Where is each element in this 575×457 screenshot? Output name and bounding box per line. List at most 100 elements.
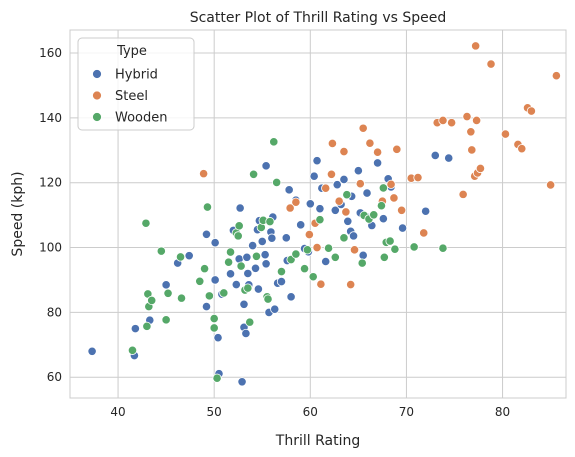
data-point-steel	[546, 180, 556, 190]
tick-labels: 40 50 60 70 80 60 80 100 120 140 160	[39, 46, 510, 419]
data-point-wooden	[299, 264, 310, 274]
data-point-hybrid	[286, 292, 296, 302]
x-tick-label: 70	[399, 405, 414, 419]
data-point-steel	[199, 169, 209, 179]
data-point-hybrid	[239, 299, 249, 309]
data-point-steel	[321, 183, 331, 193]
data-point-wooden	[224, 257, 234, 267]
data-point-hybrid	[276, 277, 287, 287]
chart-title: Scatter Plot of Thrill Rating vs Speed	[190, 10, 447, 26]
data-point-hybrid	[231, 279, 241, 290]
y-tick-label: 160	[39, 46, 62, 60]
y-tick-label: 120	[39, 176, 62, 190]
data-point-wooden	[390, 244, 400, 254]
data-point-hybrid	[353, 166, 363, 176]
data-point-wooden	[276, 266, 287, 277]
data-point-hybrid	[235, 203, 245, 213]
data-point-hybrid	[267, 233, 277, 243]
data-point-steel	[475, 163, 486, 174]
data-point-hybrid	[261, 161, 271, 171]
data-point-wooden	[369, 210, 379, 220]
legend-label-steel: Steel	[115, 89, 148, 104]
data-point-steel	[365, 138, 375, 148]
x-tick-label: 60	[303, 405, 318, 419]
data-point-hybrid	[210, 275, 220, 285]
data-point-wooden	[204, 291, 214, 301]
data-point-steel	[334, 196, 344, 206]
data-point-wooden	[212, 373, 222, 383]
data-point-hybrid	[343, 216, 353, 226]
data-point-hybrid	[315, 204, 325, 214]
data-point-hybrid	[201, 301, 212, 312]
data-point-steel	[392, 144, 402, 154]
data-point-steel	[312, 242, 322, 253]
data-point-hybrid	[253, 284, 264, 294]
data-point-hybrid	[213, 333, 223, 343]
data-point-hybrid	[210, 238, 220, 248]
data-point-wooden	[379, 252, 389, 262]
data-point-steel	[291, 197, 301, 207]
data-point-wooden	[385, 236, 395, 246]
data-point-hybrid	[281, 233, 291, 243]
data-point-hybrid	[284, 185, 294, 195]
data-point-hybrid	[130, 324, 140, 334]
data-point-hybrid	[372, 158, 383, 168]
data-point-steel	[358, 123, 368, 133]
data-point-steel	[462, 111, 472, 122]
legend-label-hybrid: Hybrid	[115, 68, 158, 83]
data-point-hybrid	[225, 269, 236, 279]
data-point-hybrid	[421, 206, 431, 216]
data-point-wooden	[302, 245, 313, 255]
data-point-wooden	[156, 246, 166, 256]
data-point-wooden	[265, 217, 275, 227]
data-point-steel	[355, 179, 365, 189]
data-points	[87, 41, 561, 387]
data-point-steel	[386, 179, 396, 189]
data-point-wooden	[202, 202, 213, 212]
data-point-wooden	[234, 221, 244, 231]
data-point-wooden	[175, 252, 186, 262]
data-point-steel	[467, 145, 477, 155]
y-tick-label: 140	[39, 111, 62, 125]
data-point-steel	[285, 203, 295, 213]
data-point-hybrid	[161, 280, 171, 290]
data-point-hybrid	[87, 346, 97, 356]
data-point-steel	[327, 138, 338, 149]
data-point-hybrid	[312, 156, 322, 166]
y-tick-label: 100	[39, 241, 62, 255]
data-point-steel	[472, 115, 482, 126]
data-point-steel	[389, 193, 399, 203]
data-point-steel	[486, 59, 496, 69]
data-point-steel	[413, 172, 423, 183]
data-point-wooden	[409, 242, 419, 252]
data-point-hybrid	[201, 229, 212, 239]
data-point-wooden	[251, 251, 262, 261]
data-point-wooden	[291, 249, 301, 259]
data-point-wooden	[141, 218, 151, 228]
data-point-hybrid	[362, 188, 372, 198]
data-point-steel	[438, 115, 448, 126]
data-point-steel	[397, 205, 407, 215]
legend-items: Hybrid Steel Wooden	[92, 68, 168, 126]
data-point-wooden	[147, 295, 157, 306]
data-point-hybrid	[261, 259, 271, 269]
legend-box	[77, 37, 195, 131]
data-point-steel	[372, 147, 383, 157]
x-tick-label: 40	[110, 405, 125, 419]
data-point-hybrid	[184, 251, 194, 261]
data-point-hybrid	[257, 236, 267, 246]
data-point-hybrid	[243, 268, 253, 279]
data-point-wooden	[378, 183, 388, 193]
data-point-hybrid	[321, 256, 331, 267]
data-point-hybrid	[378, 214, 388, 224]
data-point-wooden	[342, 190, 352, 200]
data-point-hybrid	[397, 223, 408, 233]
data-point-hybrid	[339, 174, 349, 185]
data-point-hybrid	[348, 231, 359, 241]
data-point-wooden	[195, 276, 205, 286]
data-point-wooden	[225, 247, 236, 257]
data-point-wooden	[176, 293, 187, 303]
data-point-wooden	[357, 258, 367, 268]
data-point-hybrid	[309, 171, 319, 181]
data-point-steel	[326, 169, 337, 179]
